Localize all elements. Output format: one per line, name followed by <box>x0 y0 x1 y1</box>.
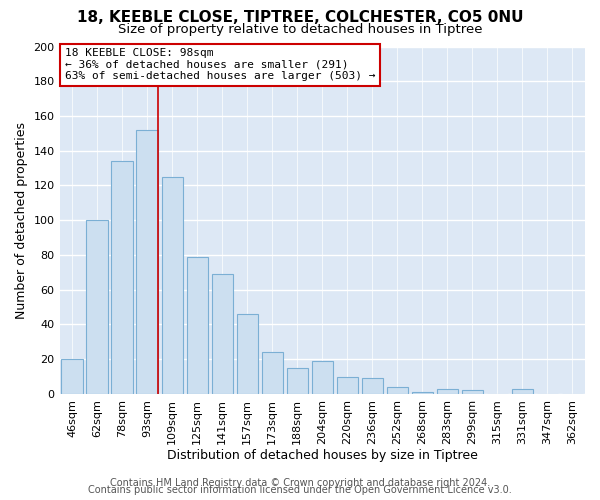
Bar <box>462 390 483 394</box>
Text: 18 KEEBLE CLOSE: 98sqm
← 36% of detached houses are smaller (291)
63% of semi-de: 18 KEEBLE CLOSE: 98sqm ← 36% of detached… <box>65 48 375 82</box>
Bar <box>187 256 208 394</box>
Bar <box>161 177 183 394</box>
Text: 18, KEEBLE CLOSE, TIPTREE, COLCHESTER, CO5 0NU: 18, KEEBLE CLOSE, TIPTREE, COLCHESTER, C… <box>77 10 523 25</box>
Bar <box>387 387 408 394</box>
Bar <box>212 274 233 394</box>
Bar <box>86 220 108 394</box>
Bar <box>136 130 158 394</box>
Text: Contains public sector information licensed under the Open Government Licence v3: Contains public sector information licen… <box>88 485 512 495</box>
Y-axis label: Number of detached properties: Number of detached properties <box>15 122 28 318</box>
Bar <box>412 392 433 394</box>
Bar <box>362 378 383 394</box>
Bar <box>61 359 83 394</box>
Bar <box>287 368 308 394</box>
Bar <box>112 161 133 394</box>
Text: Size of property relative to detached houses in Tiptree: Size of property relative to detached ho… <box>118 22 482 36</box>
Text: Contains HM Land Registry data © Crown copyright and database right 2024.: Contains HM Land Registry data © Crown c… <box>110 478 490 488</box>
Bar <box>437 388 458 394</box>
Bar <box>311 361 333 394</box>
Bar <box>512 388 533 394</box>
X-axis label: Distribution of detached houses by size in Tiptree: Distribution of detached houses by size … <box>167 450 478 462</box>
Bar <box>236 314 258 394</box>
Bar <box>262 352 283 394</box>
Bar <box>337 376 358 394</box>
